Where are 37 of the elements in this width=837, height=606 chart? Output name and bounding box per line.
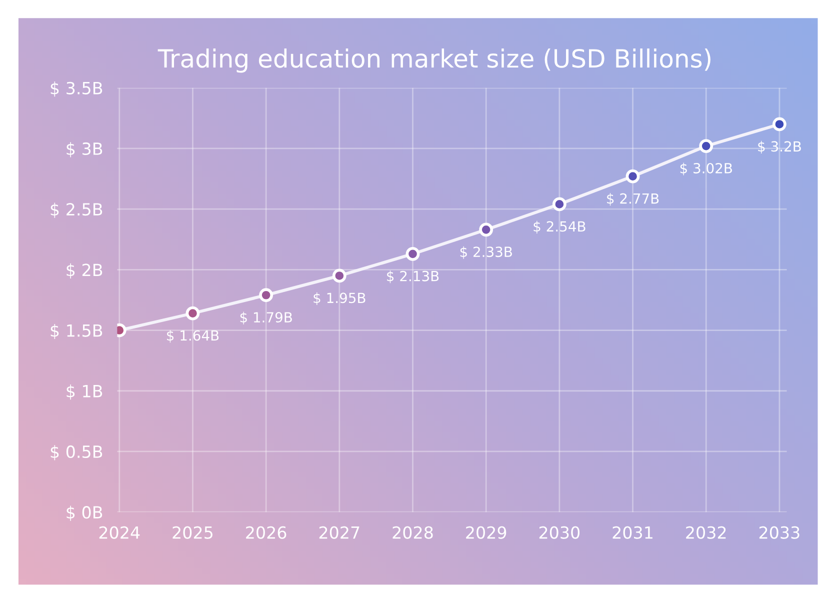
x-tick-label: 2030 [539,526,580,539]
data-label: $ 2.13B [387,270,439,284]
point [332,268,346,283]
x-tick-label: 2028 [392,526,433,539]
x-tick-label: 2027 [319,526,360,539]
y-tick-label: $ 1.5B [50,324,102,340]
x-tick-label: 2033 [759,526,800,539]
point [626,169,640,184]
point [552,197,566,212]
point [259,288,274,302]
y-tick-label: $ 2.5B [50,202,102,218]
x-tick-label: 2031 [612,526,652,539]
x-tick-label: 2029 [466,526,506,539]
x-tick-label: 2025 [172,526,212,539]
data-label: $ 1.79B [240,312,292,324]
point [772,117,786,132]
y-tick-label: $ 1B [66,384,102,400]
y-tick-label: $ 2B [66,263,102,278]
y-tick-label: $ 3.5B [50,82,102,97]
data-label: $ 1.95B [314,292,366,305]
data-label: $ 2.54B [534,220,586,234]
data-label: $ 2.33B [460,246,512,259]
point [699,139,714,153]
x-tick-label: 2024 [99,526,140,539]
x-tick-label: 2032 [686,526,726,539]
y-tick-label: $ 3B [66,142,102,158]
point [186,306,200,320]
chart-title: Trading education market size (USD Billions) [158,48,710,73]
y-tick-label: $ 0B [66,506,102,521]
data-label: $ 1.64B [167,330,219,343]
point [479,222,494,237]
x-tick-label: 2026 [246,526,286,539]
data-label: $ 3.02B [680,162,732,176]
data-label: $ 3.2B [758,140,801,154]
y-tick-label: $ 0.5B [50,445,102,460]
data-label: $ 2.77B [607,193,659,206]
point [406,246,420,261]
